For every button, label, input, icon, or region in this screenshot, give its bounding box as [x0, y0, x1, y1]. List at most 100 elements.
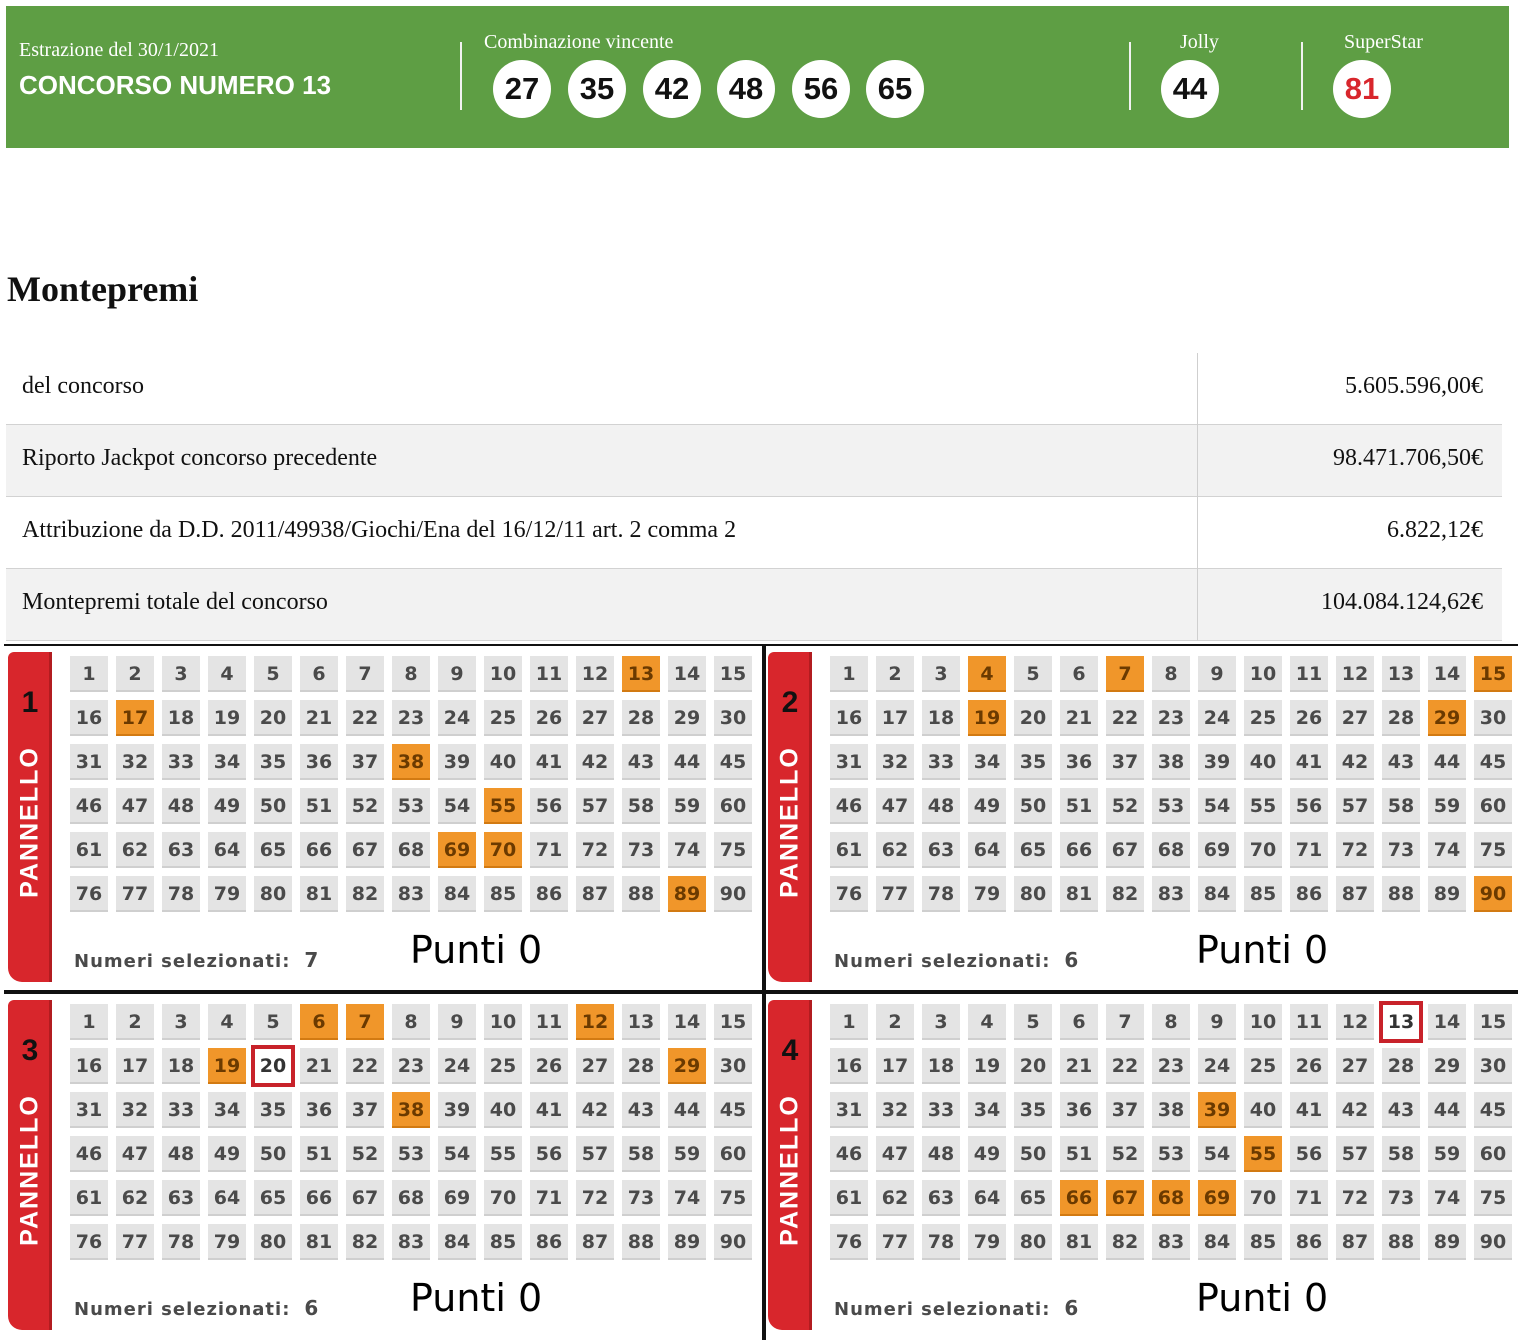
number-cell[interactable]: 19 [968, 700, 1006, 736]
number-cell[interactable]: 9 [1198, 656, 1236, 692]
number-cell[interactable]: 13 [1379, 1001, 1423, 1043]
number-cell[interactable]: 26 [530, 700, 568, 736]
number-cell[interactable]: 37 [1106, 1092, 1144, 1128]
number-cell[interactable]: 23 [392, 1048, 430, 1084]
number-cell[interactable]: 84 [438, 1224, 476, 1260]
number-cell[interactable]: 26 [1290, 700, 1328, 736]
number-cell[interactable]: 29 [668, 1048, 706, 1084]
number-cell[interactable]: 29 [668, 700, 706, 736]
number-cell[interactable]: 73 [1382, 1180, 1420, 1216]
number-cell[interactable]: 25 [1244, 700, 1282, 736]
number-cell[interactable]: 51 [300, 1136, 338, 1172]
number-cell[interactable]: 39 [438, 1092, 476, 1128]
number-cell[interactable]: 68 [392, 1180, 430, 1216]
number-cell[interactable]: 26 [1290, 1048, 1328, 1084]
number-cell[interactable]: 87 [576, 1224, 614, 1260]
number-cell[interactable]: 61 [70, 832, 108, 868]
number-cell[interactable]: 50 [254, 788, 292, 824]
number-cell[interactable]: 9 [438, 656, 476, 692]
number-cell[interactable]: 12 [576, 1004, 614, 1040]
number-cell[interactable]: 89 [668, 876, 706, 912]
number-cell[interactable]: 33 [922, 1092, 960, 1128]
number-cell[interactable]: 75 [1474, 1180, 1512, 1216]
number-cell[interactable]: 37 [346, 1092, 384, 1128]
number-cell[interactable]: 24 [438, 1048, 476, 1084]
number-cell[interactable]: 77 [116, 1224, 154, 1260]
number-cell[interactable]: 38 [1152, 744, 1190, 780]
number-cell[interactable]: 78 [922, 1224, 960, 1260]
number-cell[interactable]: 50 [254, 1136, 292, 1172]
number-cell[interactable]: 35 [254, 1092, 292, 1128]
number-cell[interactable]: 45 [1474, 1092, 1512, 1128]
number-cell[interactable]: 82 [346, 876, 384, 912]
number-cell[interactable]: 44 [1428, 1092, 1466, 1128]
number-cell[interactable]: 45 [714, 1092, 752, 1128]
number-cell[interactable]: 72 [1336, 1180, 1374, 1216]
number-cell[interactable]: 16 [830, 1048, 868, 1084]
number-cell[interactable]: 60 [714, 788, 752, 824]
number-cell[interactable]: 10 [484, 656, 522, 692]
number-cell[interactable]: 78 [162, 876, 200, 912]
number-cell[interactable]: 63 [162, 832, 200, 868]
number-cell[interactable]: 70 [484, 1180, 522, 1216]
number-cell[interactable]: 10 [484, 1004, 522, 1040]
number-cell[interactable]: 36 [1060, 744, 1098, 780]
number-cell[interactable]: 38 [1152, 1092, 1190, 1128]
number-cell[interactable]: 79 [968, 1224, 1006, 1260]
number-cell[interactable]: 3 [162, 656, 200, 692]
number-cell[interactable]: 69 [1198, 1180, 1236, 1216]
number-cell[interactable]: 75 [714, 1180, 752, 1216]
number-cell[interactable]: 65 [1014, 1180, 1052, 1216]
number-cell[interactable]: 3 [922, 656, 960, 692]
number-cell[interactable]: 46 [830, 1136, 868, 1172]
number-cell[interactable]: 83 [392, 876, 430, 912]
number-cell[interactable]: 20 [251, 1045, 295, 1087]
number-cell[interactable]: 52 [1106, 788, 1144, 824]
number-cell[interactable]: 63 [922, 1180, 960, 1216]
number-cell[interactable]: 71 [1290, 832, 1328, 868]
number-cell[interactable]: 81 [300, 1224, 338, 1260]
number-cell[interactable]: 21 [1060, 1048, 1098, 1084]
number-cell[interactable]: 18 [162, 1048, 200, 1084]
number-cell[interactable]: 79 [208, 1224, 246, 1260]
number-cell[interactable]: 62 [876, 1180, 914, 1216]
number-cell[interactable]: 51 [1060, 1136, 1098, 1172]
number-cell[interactable]: 30 [714, 700, 752, 736]
number-cell[interactable]: 7 [1106, 656, 1144, 692]
number-cell[interactable]: 21 [300, 700, 338, 736]
number-cell[interactable]: 32 [116, 744, 154, 780]
number-cell[interactable]: 43 [622, 744, 660, 780]
number-cell[interactable]: 53 [1152, 1136, 1190, 1172]
number-cell[interactable]: 13 [622, 1004, 660, 1040]
number-cell[interactable]: 55 [1244, 1136, 1282, 1172]
number-cell[interactable]: 47 [116, 1136, 154, 1172]
number-cell[interactable]: 59 [1428, 1136, 1466, 1172]
number-cell[interactable]: 54 [1198, 788, 1236, 824]
number-cell[interactable]: 21 [300, 1048, 338, 1084]
number-cell[interactable]: 7 [346, 656, 384, 692]
number-cell[interactable]: 40 [484, 1092, 522, 1128]
number-cell[interactable]: 17 [876, 1048, 914, 1084]
number-cell[interactable]: 56 [530, 1136, 568, 1172]
number-cell[interactable]: 35 [254, 744, 292, 780]
number-cell[interactable]: 15 [1474, 1004, 1512, 1040]
number-cell[interactable]: 5 [254, 656, 292, 692]
number-cell[interactable]: 7 [346, 1004, 384, 1040]
number-cell[interactable]: 19 [208, 700, 246, 736]
number-cell[interactable]: 18 [922, 700, 960, 736]
number-cell[interactable]: 31 [70, 1092, 108, 1128]
number-cell[interactable]: 43 [622, 1092, 660, 1128]
number-cell[interactable]: 56 [1290, 1136, 1328, 1172]
number-cell[interactable]: 27 [1336, 1048, 1374, 1084]
number-cell[interactable]: 14 [1428, 656, 1466, 692]
number-cell[interactable]: 21 [1060, 700, 1098, 736]
number-cell[interactable]: 80 [254, 876, 292, 912]
number-cell[interactable]: 77 [876, 876, 914, 912]
number-cell[interactable]: 32 [116, 1092, 154, 1128]
number-cell[interactable]: 22 [346, 700, 384, 736]
number-cell[interactable]: 63 [162, 1180, 200, 1216]
number-cell[interactable]: 20 [1014, 700, 1052, 736]
number-cell[interactable]: 59 [1428, 788, 1466, 824]
number-cell[interactable]: 52 [1106, 1136, 1144, 1172]
number-cell[interactable]: 27 [1336, 700, 1374, 736]
